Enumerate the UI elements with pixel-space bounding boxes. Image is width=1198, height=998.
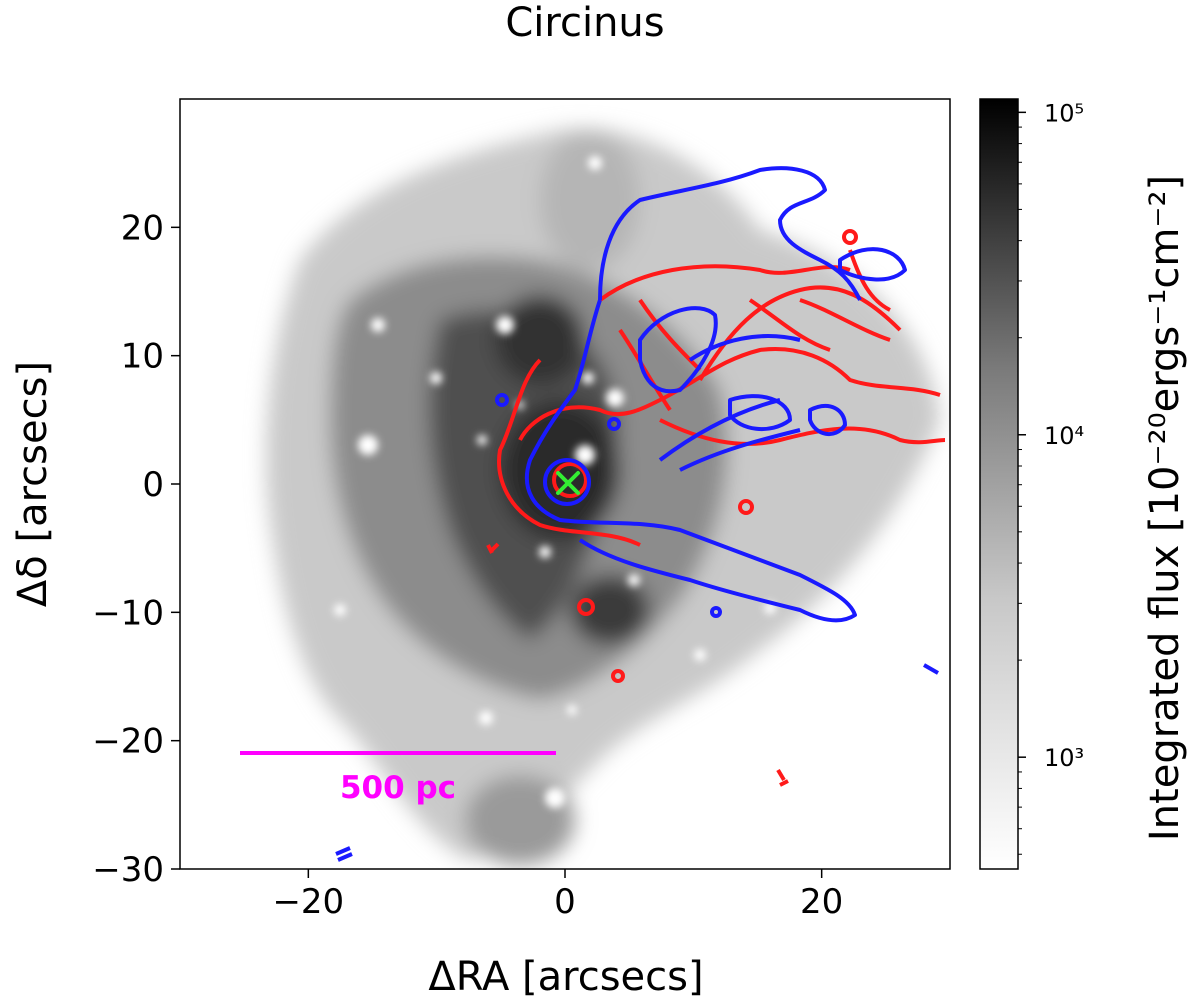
colorbar-tick-label: 10⁴ xyxy=(1044,422,1084,450)
y-tick-label: 0 xyxy=(142,465,164,505)
red-ring-nucleus xyxy=(552,462,588,498)
colorbar-ticks: 10³ 10⁴ 10⁵ xyxy=(1018,99,1084,855)
x-axis: −20 0 20 xyxy=(272,869,843,922)
blue-ring-mid xyxy=(607,417,621,431)
red-contour-main xyxy=(518,264,946,446)
red-ring-south xyxy=(577,598,595,616)
red-ring-se xyxy=(611,669,625,683)
colorbar-label: Integrated flux [10⁻²⁰ergs⁻¹cm⁻²] xyxy=(1142,175,1188,841)
red-contour-fan xyxy=(618,249,891,412)
flux-south-knot xyxy=(570,575,650,645)
blue-contour-streams xyxy=(658,334,801,472)
blue-fragment-sw xyxy=(335,663,939,862)
x-axis-label: ΔRA [arcsecs] xyxy=(428,954,703,998)
colorbar-tick-label: 10³ xyxy=(1044,744,1084,772)
y-tick-label: 10 xyxy=(121,337,164,377)
y-tick-label: 20 xyxy=(121,208,164,248)
colorbar-tick-label: 10⁵ xyxy=(1044,99,1084,127)
y-tick-label: −30 xyxy=(92,850,164,890)
flux-map xyxy=(266,128,940,865)
x-tick-label: −20 xyxy=(272,882,344,922)
blue-ring-south xyxy=(710,606,722,618)
blue-ring-west xyxy=(495,393,509,407)
y-tick-label: −20 xyxy=(92,722,164,762)
flux-south-tail xyxy=(465,775,575,865)
flux-north-knot xyxy=(495,295,585,385)
red-contours xyxy=(486,229,946,787)
scale-bar-label: 500 pc xyxy=(340,770,456,806)
blue-contour-main xyxy=(524,166,862,623)
blue-contours xyxy=(335,166,939,862)
masked-stars xyxy=(334,156,776,808)
x-tick-label: 20 xyxy=(800,882,843,922)
x-tick-label: 0 xyxy=(554,882,576,922)
chart-title: Circinus xyxy=(505,0,664,46)
blue-ring-nucleus xyxy=(543,458,591,506)
nucleus-marker xyxy=(556,471,580,495)
plot-area: 500 pc xyxy=(179,98,951,870)
y-axis: −30 −20 −10 0 10 20 xyxy=(92,208,180,890)
y-axis-label: Δδ [arcsecs] xyxy=(10,361,56,607)
blue-contour-loops xyxy=(638,247,907,436)
red-ring-east xyxy=(738,499,754,515)
flux-north-plume xyxy=(540,130,640,270)
red-fragment-sw xyxy=(486,542,789,787)
colorbar-gradient xyxy=(980,99,1018,869)
red-contour-west xyxy=(497,358,641,547)
colorbar: 10³ 10⁴ 10⁵ Integrated flux [10⁻²⁰ergs⁻¹cm… xyxy=(979,98,1188,870)
red-ring-ne xyxy=(842,229,858,245)
colorbar-frame xyxy=(979,98,1019,870)
y-tick-label: −10 xyxy=(92,593,164,633)
